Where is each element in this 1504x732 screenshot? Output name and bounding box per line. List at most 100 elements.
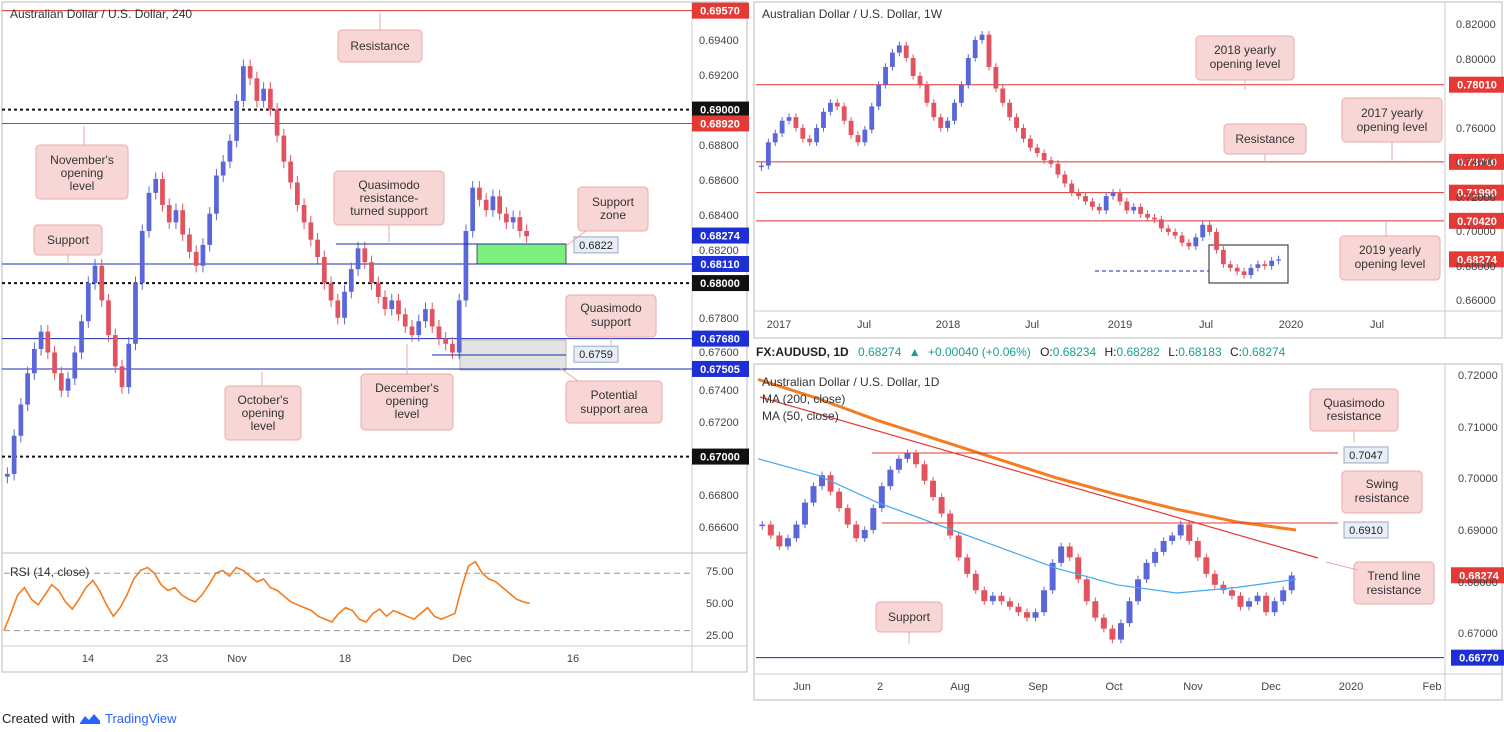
candle xyxy=(810,486,817,503)
candle xyxy=(1246,601,1253,607)
svg-text:Quasimodo: Quasimodo xyxy=(358,178,420,192)
svg-text:Quasimodo: Quasimodo xyxy=(580,301,642,315)
price-label-bg xyxy=(1449,153,1504,170)
candle xyxy=(903,45,909,58)
candle xyxy=(463,231,469,301)
price-label-bg xyxy=(1449,212,1504,229)
x-tick-label: 2 xyxy=(877,681,883,693)
candle xyxy=(1014,117,1019,128)
candle xyxy=(1027,138,1033,148)
x-tick-label: Jul xyxy=(1199,319,1213,331)
candle xyxy=(126,343,132,388)
candle xyxy=(429,309,435,327)
candle xyxy=(921,464,928,481)
candle xyxy=(1248,267,1254,276)
candle xyxy=(834,102,840,107)
y-tick-label: 0.67200 xyxy=(699,417,739,429)
note-decembers-opening: December's opening level xyxy=(360,344,454,431)
support-zone-box xyxy=(476,243,567,265)
candle xyxy=(1152,217,1157,220)
candle xyxy=(945,120,951,128)
candle xyxy=(1006,601,1013,607)
h4-title: Australian Dollar / U.S. Dollar, 240 xyxy=(10,7,192,21)
candle xyxy=(382,296,388,310)
price-label: 0.69000 xyxy=(700,105,740,117)
candle xyxy=(1138,206,1144,215)
candle xyxy=(1276,259,1281,261)
candle xyxy=(402,314,408,327)
candle xyxy=(878,486,885,509)
price-label-bg xyxy=(692,330,749,347)
candle xyxy=(930,480,937,498)
candle xyxy=(784,538,791,547)
candle xyxy=(490,196,496,211)
y-tick-label: 0.67800 xyxy=(699,313,739,325)
svg-text:2018 yearly: 2018 yearly xyxy=(1214,43,1276,57)
svg-text:opening: opening xyxy=(242,406,285,420)
svg-text:October's: October's xyxy=(238,393,289,407)
svg-text:level: level xyxy=(251,419,276,433)
candle xyxy=(1135,579,1142,602)
price-label: 0.69570 xyxy=(700,6,740,18)
candle xyxy=(1131,206,1137,211)
svg-text:support: support xyxy=(591,315,632,329)
candle xyxy=(1032,612,1039,618)
candle xyxy=(1145,214,1150,218)
price-label: 0.68110 xyxy=(700,259,739,271)
candle xyxy=(1186,242,1192,247)
svg-text:resistance-: resistance- xyxy=(360,191,419,205)
candle xyxy=(855,135,861,143)
d1-title: Australian Dollar / U.S. Dollar, 1D xyxy=(762,375,940,389)
candle xyxy=(1263,595,1270,613)
candle xyxy=(1126,601,1133,624)
candle xyxy=(436,326,442,339)
y-tick-label: 0.68000 xyxy=(1456,261,1496,273)
note-support: Support xyxy=(33,224,103,264)
candle xyxy=(1220,249,1226,265)
x-tick-label: Jun xyxy=(793,681,811,693)
price-label: 0.73710 xyxy=(1457,157,1497,169)
candle xyxy=(1055,163,1061,175)
candle xyxy=(876,84,882,107)
x-tick-label: Feb xyxy=(1423,681,1442,693)
candle xyxy=(241,66,246,101)
candle xyxy=(308,222,314,240)
svg-text:Swing: Swing xyxy=(1366,477,1399,491)
svg-text:Support: Support xyxy=(888,610,931,624)
candle xyxy=(375,283,381,297)
y-tick-label: 0.76000 xyxy=(1456,123,1496,135)
candle xyxy=(827,102,833,112)
svg-text:resistance: resistance xyxy=(1367,583,1422,597)
candle xyxy=(234,100,240,141)
y-tick-label: 0.68600 xyxy=(699,175,739,187)
note-support-zone: Support zone xyxy=(565,186,649,247)
footer-brand[interactable]: TradingView xyxy=(104,711,177,726)
candle xyxy=(862,129,868,143)
candle xyxy=(1117,192,1123,202)
candle xyxy=(315,239,320,258)
y-tick-label: 0.68000 xyxy=(1458,577,1498,589)
candle xyxy=(133,283,138,344)
candle xyxy=(510,217,516,223)
x-tick-label: Aug xyxy=(950,681,970,693)
candle xyxy=(483,199,489,211)
candle xyxy=(477,187,482,200)
price-label-bg xyxy=(1449,251,1504,268)
candle xyxy=(1007,102,1013,118)
x-tick-label: Jul xyxy=(857,319,871,331)
weekly-range-box xyxy=(1208,244,1289,284)
candle xyxy=(1207,224,1213,232)
candle xyxy=(1227,264,1233,268)
candle xyxy=(1062,174,1068,184)
candle xyxy=(335,300,341,318)
candle xyxy=(166,204,172,223)
price-label: 0.66770 xyxy=(1459,653,1499,665)
y-tick-label: 0.70000 xyxy=(1456,226,1496,238)
candle xyxy=(220,161,226,176)
candle xyxy=(1075,557,1082,580)
note-trend-line-resistance: Trend line resistance xyxy=(1325,561,1435,605)
candle xyxy=(160,178,165,205)
candle xyxy=(18,404,24,436)
rsi-line xyxy=(3,560,531,631)
